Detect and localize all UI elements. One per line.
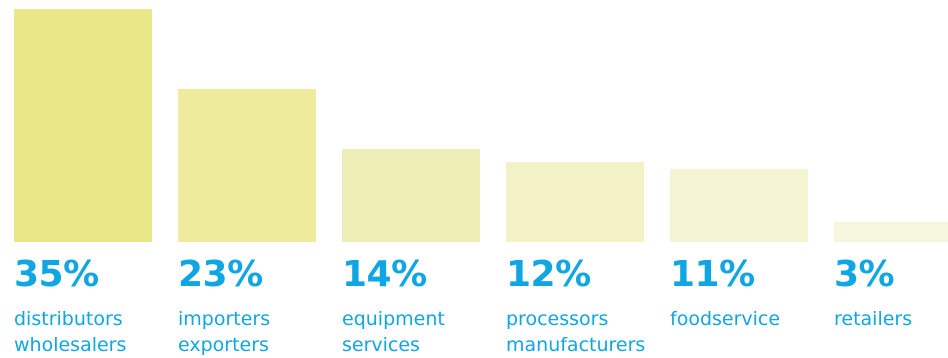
category-label-line-0-0: distributors [14, 308, 123, 330]
bar-5 [834, 222, 948, 242]
category-label-0: distributors wholesalers [14, 306, 126, 358]
value-label-2: 14% [342, 254, 427, 295]
bar-3 [506, 162, 644, 242]
category-label-line-1-0: importers [178, 308, 271, 330]
value-label-3: 12% [506, 254, 591, 295]
bar-0 [14, 9, 152, 242]
bar-2 [342, 149, 480, 242]
category-label-1: importers exporters [178, 306, 270, 358]
value-label-1: 23% [178, 254, 263, 295]
category-label-line-3-1: manufacturers [506, 334, 646, 356]
category-label-line-2-1: services [342, 334, 420, 356]
category-label-5: retailers [834, 306, 912, 332]
category-label-4: foodservice [670, 306, 780, 332]
value-label-0: 35% [14, 254, 99, 295]
value-label-4: 11% [670, 254, 755, 295]
bar-4 [670, 169, 808, 242]
category-label-line-2-0: equipment [342, 308, 445, 330]
bar-1 [178, 89, 316, 242]
category-label-line-1-1: exporters [178, 334, 269, 356]
category-label-line-4-0: foodservice [670, 308, 781, 330]
category-label-line-0-1: wholesalers [14, 334, 127, 356]
category-label-3: processors manufacturers [506, 306, 645, 358]
value-label-5: 3% [834, 254, 895, 295]
category-label-line-5-0: retailers [834, 308, 913, 330]
category-label-line-3-0: processors [506, 308, 609, 330]
category-label-2: equipment services [342, 306, 445, 358]
